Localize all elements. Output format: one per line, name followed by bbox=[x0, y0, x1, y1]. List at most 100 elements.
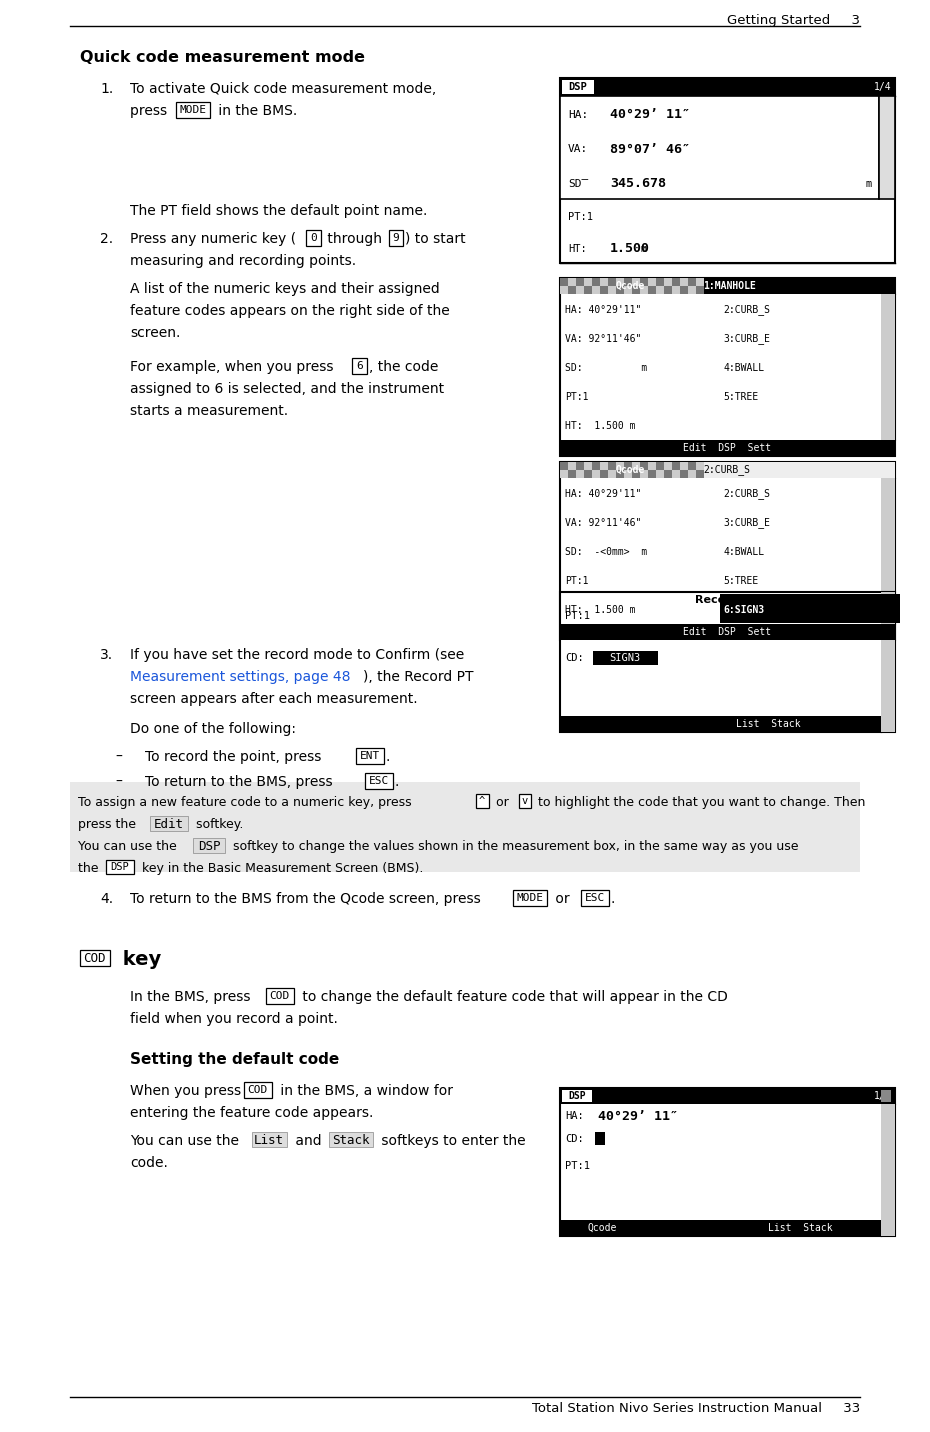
Bar bbox=[329, 1133, 373, 1147]
Text: List  Stack: List Stack bbox=[737, 719, 801, 729]
Text: To activate Quick code measurement mode,: To activate Quick code measurement mode, bbox=[130, 82, 436, 96]
Text: m: m bbox=[865, 179, 871, 189]
Text: ESC: ESC bbox=[585, 894, 604, 904]
Text: PT:1: PT:1 bbox=[565, 576, 589, 586]
Text: press the: press the bbox=[78, 818, 140, 831]
Bar bbox=[576, 470, 584, 478]
Text: 6: 6 bbox=[356, 361, 363, 371]
Text: VA: 92°11'46": VA: 92°11'46" bbox=[565, 334, 642, 344]
Bar bbox=[664, 463, 672, 470]
Text: softkey.: softkey. bbox=[192, 818, 244, 831]
Text: feature codes appears on the right side of the: feature codes appears on the right side … bbox=[130, 304, 450, 318]
Bar bbox=[700, 278, 895, 294]
Bar bbox=[568, 470, 576, 478]
Bar bbox=[560, 470, 568, 478]
Text: The PT field shows the default point name.: The PT field shows the default point nam… bbox=[130, 203, 428, 218]
Bar bbox=[519, 793, 531, 808]
Text: entering the feature code appears.: entering the feature code appears. bbox=[130, 1106, 373, 1120]
Text: 9: 9 bbox=[392, 233, 399, 243]
Bar bbox=[560, 286, 568, 294]
Bar bbox=[593, 652, 658, 664]
Bar bbox=[881, 1090, 891, 1103]
Bar bbox=[632, 470, 640, 478]
Bar bbox=[252, 1133, 287, 1147]
Text: DSP: DSP bbox=[568, 1091, 586, 1101]
Text: To return to the BMS, press: To return to the BMS, press bbox=[145, 775, 337, 789]
Text: 5:TREE: 5:TREE bbox=[723, 576, 758, 586]
Text: ENT: ENT bbox=[360, 750, 379, 760]
Bar bbox=[616, 286, 624, 294]
Bar bbox=[600, 286, 608, 294]
Text: HT:: HT: bbox=[565, 632, 584, 642]
Text: 1.500: 1.500 bbox=[610, 242, 650, 255]
Bar bbox=[592, 278, 600, 286]
Text: HA:: HA: bbox=[568, 110, 589, 120]
Bar bbox=[595, 1133, 605, 1146]
Text: ) to start: ) to start bbox=[405, 232, 466, 246]
Bar bbox=[664, 470, 672, 478]
Bar bbox=[648, 463, 656, 470]
Text: Record PT: Record PT bbox=[696, 596, 759, 604]
Bar bbox=[80, 949, 110, 967]
Bar bbox=[560, 278, 568, 286]
Text: field when you record a point.: field when you record a point. bbox=[130, 1012, 338, 1025]
Text: 1.500: 1.500 bbox=[605, 630, 645, 643]
Text: HA: 40°29'11": HA: 40°29'11" bbox=[565, 305, 642, 315]
Text: softkeys to enter the: softkeys to enter the bbox=[377, 1134, 525, 1148]
Text: starts a measurement.: starts a measurement. bbox=[130, 404, 288, 418]
Bar bbox=[696, 286, 704, 294]
Bar bbox=[624, 470, 632, 478]
Bar bbox=[696, 463, 704, 470]
Text: screen.: screen. bbox=[130, 326, 180, 339]
Bar bbox=[656, 470, 664, 478]
Bar bbox=[568, 278, 576, 286]
Bar bbox=[584, 278, 592, 286]
Bar bbox=[581, 891, 608, 905]
Bar bbox=[616, 470, 624, 478]
Text: Qcode: Qcode bbox=[616, 281, 644, 291]
Bar bbox=[584, 463, 592, 470]
Text: Press any numeric key (: Press any numeric key ( bbox=[130, 232, 296, 246]
Text: VA: 92°11'46": VA: 92°11'46" bbox=[565, 518, 642, 528]
Text: HA: 40°29'11": HA: 40°29'11" bbox=[565, 488, 642, 498]
Bar bbox=[672, 463, 680, 470]
Text: 40°29’ 11″: 40°29’ 11″ bbox=[598, 1110, 678, 1123]
Bar bbox=[584, 470, 592, 478]
Text: 4:BWALL: 4:BWALL bbox=[723, 362, 764, 372]
Text: In the BMS, press: In the BMS, press bbox=[130, 990, 255, 1004]
Bar bbox=[680, 286, 688, 294]
Bar bbox=[193, 838, 225, 853]
Text: A list of the numeric keys and their assigned: A list of the numeric keys and their ass… bbox=[130, 282, 440, 296]
Bar bbox=[244, 1083, 272, 1097]
Bar bbox=[688, 286, 696, 294]
Bar bbox=[560, 278, 895, 455]
Text: To assign a new feature code to a numeric key, press: To assign a new feature code to a numeri… bbox=[78, 796, 416, 809]
Text: 2:CURB_S: 2:CURB_S bbox=[703, 464, 750, 475]
Text: Stack: Stack bbox=[332, 1134, 370, 1147]
Text: 2.: 2. bbox=[100, 232, 113, 246]
Bar bbox=[562, 80, 594, 95]
Bar bbox=[592, 286, 600, 294]
Text: DSP: DSP bbox=[111, 862, 129, 872]
Bar bbox=[700, 463, 895, 478]
Text: 5:TREE: 5:TREE bbox=[723, 392, 758, 402]
Text: List: List bbox=[254, 1134, 284, 1147]
Bar bbox=[560, 77, 895, 263]
Text: List  Stack: List Stack bbox=[768, 1223, 833, 1233]
Bar bbox=[881, 591, 895, 732]
Text: or: or bbox=[551, 892, 574, 906]
Text: Setting the default code: Setting the default code bbox=[130, 1053, 339, 1067]
Text: PT:1: PT:1 bbox=[565, 392, 589, 402]
Text: 40°29’ 11″: 40°29’ 11″ bbox=[610, 109, 690, 122]
Text: Qcode: Qcode bbox=[616, 465, 644, 475]
Bar bbox=[648, 470, 656, 478]
Text: key: key bbox=[115, 949, 161, 969]
Text: To record the point, press: To record the point, press bbox=[145, 750, 326, 765]
Bar bbox=[568, 286, 576, 294]
Bar bbox=[648, 278, 656, 286]
Bar bbox=[70, 782, 860, 872]
Bar bbox=[672, 286, 680, 294]
Text: 4:BWALL: 4:BWALL bbox=[723, 547, 764, 557]
Bar bbox=[696, 470, 704, 478]
Bar bbox=[881, 478, 895, 624]
